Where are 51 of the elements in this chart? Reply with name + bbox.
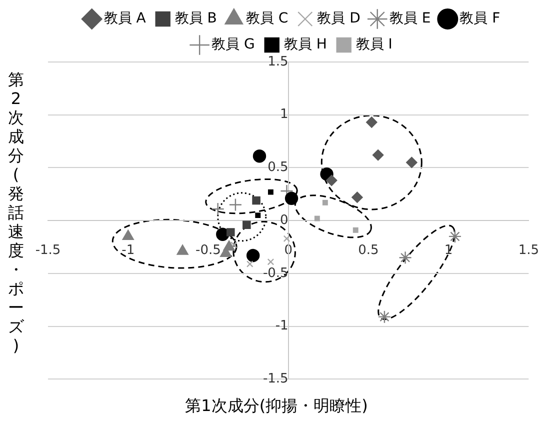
point [268, 189, 274, 195]
y-tick-label: -1.5 [262, 372, 288, 387]
legend-label: 教員 G [212, 36, 255, 53]
x-tick-label: 0.5 [358, 242, 379, 258]
text: 第2次成分(発話速度・ポーズ) [8, 70, 24, 355]
x-axis-title: 第1次成分(抑揚・明瞭性) [184, 396, 369, 417]
x-tick-label: -1 [122, 242, 135, 258]
point [246, 248, 260, 262]
point [242, 220, 251, 229]
legend-label: 教員 H [284, 36, 327, 53]
point [366, 116, 378, 128]
point [398, 251, 412, 264]
point [283, 235, 290, 242]
point [326, 174, 338, 186]
point [284, 192, 298, 205]
x-tick-label: 1.5 [518, 242, 540, 258]
point [378, 310, 392, 324]
y-tick-label: 0 [280, 212, 288, 228]
point [252, 196, 260, 205]
legend-label: 教員 E [389, 10, 431, 27]
legend-label: 教員 A [104, 10, 146, 27]
legend-label: 教員 D [317, 10, 360, 27]
y-tick-label: 0.5 [268, 160, 288, 176]
point [448, 230, 462, 244]
point [372, 149, 384, 161]
x-tick-label: 1 [444, 242, 453, 258]
point [252, 150, 266, 163]
point [226, 228, 235, 236]
point [352, 227, 358, 233]
point [230, 241, 238, 248]
point [228, 198, 242, 212]
y-tick-label: 1 [280, 107, 288, 122]
point [406, 156, 418, 168]
x-tick-label: -1.5 [35, 242, 61, 258]
point [352, 192, 363, 203]
point [267, 258, 274, 266]
point [255, 212, 261, 218]
y-tick-label: -0.5 [262, 266, 288, 281]
legend-label: 教員 C [246, 10, 288, 27]
y-tick-label: -1 [275, 318, 288, 334]
legend-label: 教員 B [174, 10, 217, 27]
point [223, 240, 235, 251]
legend-label: 教員 I [356, 36, 392, 53]
legend-label: 教員 F [460, 10, 500, 27]
point [314, 216, 320, 222]
y-tick-label: 1.5 [268, 54, 288, 70]
point [176, 244, 188, 255]
x-tick-label: -0.5 [196, 242, 221, 258]
point [246, 260, 254, 268]
point [122, 230, 134, 240]
point [322, 200, 328, 206]
